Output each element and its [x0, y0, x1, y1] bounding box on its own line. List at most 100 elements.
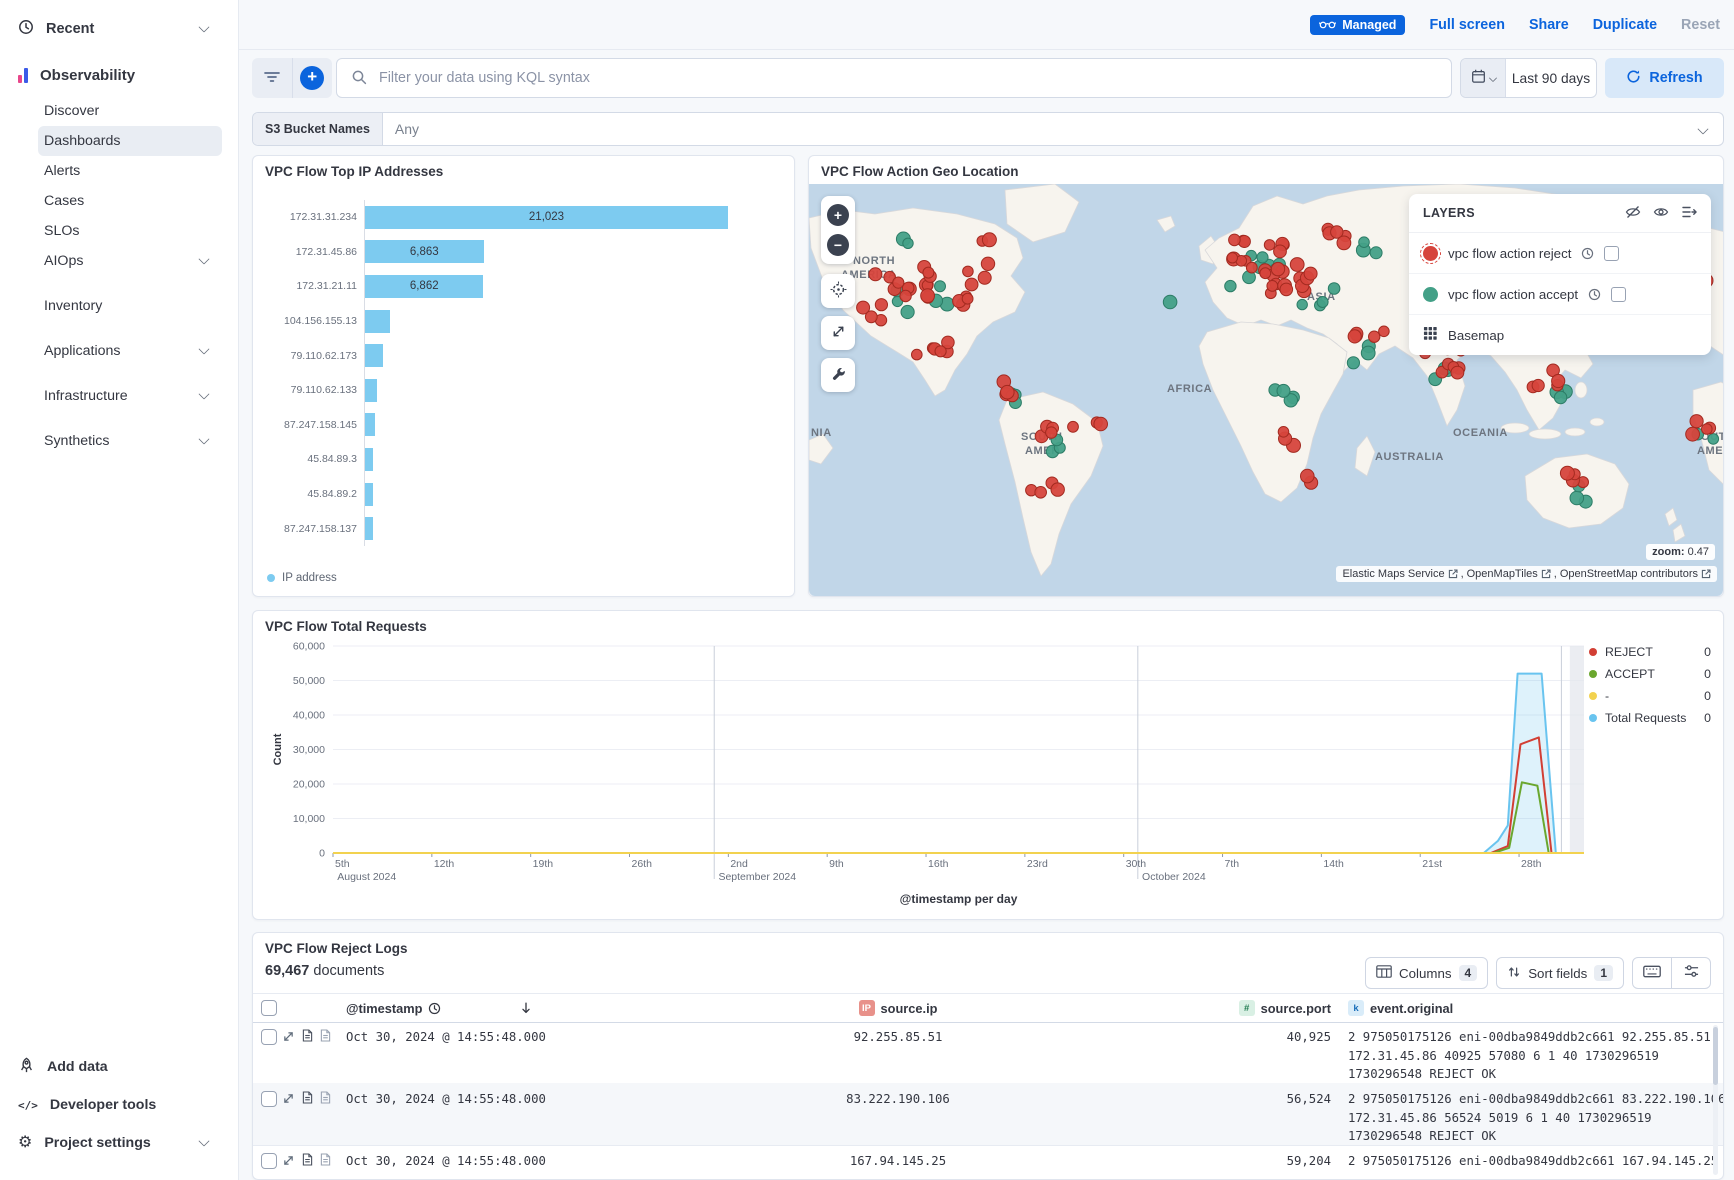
sidebar-item-developer-tools[interactable]: </> Developer tools	[0, 1086, 238, 1124]
grid-scrollbar[interactable]	[1713, 1025, 1718, 1175]
expand-row-icon[interactable]	[282, 1030, 295, 1046]
display-settings-button[interactable]	[1672, 958, 1710, 988]
bar[interactable]	[365, 309, 391, 333]
column-header-source-port[interactable]: # source.port	[1203, 994, 1331, 1022]
bar-row[interactable]: 172.31.31.234 21,023	[265, 200, 782, 235]
sidebar-solution-observability[interactable]: Observability	[0, 58, 238, 92]
layer-row-vpc-flow-action-reject[interactable]: vpc flow action reject	[1409, 233, 1711, 274]
bar-chart-legend[interactable]: IP address	[267, 572, 337, 584]
bar-row[interactable]: 45.84.89.3	[265, 442, 782, 477]
bar[interactable]	[365, 447, 374, 471]
timeseries-chart[interactable]: 0 10,000 20,000 30,000 40,000 50,000 60,000 5th…	[261, 635, 1591, 913]
bar[interactable]	[365, 378, 377, 402]
column-header-source-ip[interactable]: IP source.ip	[798, 994, 998, 1022]
sidebar-item-recent[interactable]: Recent	[0, 14, 238, 44]
layer-checkbox[interactable]	[1611, 286, 1627, 302]
sidebar-item-slos[interactable]: SLOs	[0, 216, 238, 246]
set-view-button[interactable]	[821, 274, 855, 308]
add-filter-button[interactable]: +	[293, 58, 333, 98]
hide-all-layers-icon[interactable]	[1625, 204, 1641, 223]
bar-row[interactable]: 45.84.89.2	[265, 477, 782, 512]
bar-row[interactable]: 79.110.62.133	[265, 373, 782, 408]
reset-button[interactable]: Reset	[1681, 16, 1720, 33]
layer-row-basemap[interactable]: Basemap	[1409, 315, 1711, 355]
layer-checkbox[interactable]	[1604, 245, 1620, 261]
managed-badge[interactable]: Managed	[1310, 14, 1406, 35]
bar[interactable]	[365, 344, 384, 368]
doc-icon[interactable]	[302, 1091, 313, 1107]
fit-to-data-button[interactable]	[821, 316, 855, 350]
doc-icon[interactable]	[302, 1153, 313, 1169]
column-header-event-original[interactable]: k event.original	[1348, 994, 1720, 1022]
legend-item-accept[interactable]: ACCEPT 0	[1589, 667, 1711, 681]
bar-row[interactable]: 172.31.21.11 6,862	[265, 269, 782, 304]
bar-row[interactable]: 172.31.45.86 6,863	[265, 235, 782, 270]
sidebar-item-dashboards[interactable]: Dashboards	[38, 126, 222, 156]
sort-fields-button[interactable]: Sort fields 1	[1496, 957, 1624, 989]
bar[interactable]	[365, 482, 373, 506]
bar-row[interactable]: 87.247.158.145	[265, 408, 782, 443]
share-button[interactable]: Share	[1528, 16, 1569, 33]
sidebar-item-project-settings[interactable]: ⚙ Project settings	[0, 1124, 238, 1162]
svg-text:60,000: 60,000	[293, 641, 325, 653]
log-row[interactable]: Oct 30, 2024 @ 14:55:48.000 167.94.145.25…	[253, 1145, 1723, 1179]
duplicate-button[interactable]: Duplicate	[1592, 16, 1658, 33]
attribution-link[interactable]: OpenStreetMap contributors	[1559, 568, 1698, 580]
kql-search-input[interactable]	[377, 69, 1437, 87]
row-checkbox[interactable]	[261, 1091, 277, 1107]
chevron-down-icon[interactable]	[1697, 123, 1709, 135]
s3-bucket-control[interactable]: S3 Bucket Names Any	[252, 112, 1724, 146]
calendar-menu-button[interactable]	[1461, 59, 1506, 97]
time-range-value[interactable]: Last 90 days	[1511, 70, 1591, 86]
bar-row[interactable]: 79.110.62.173	[265, 338, 782, 373]
sidebar-item-synthetics[interactable]: Synthetics	[0, 426, 238, 456]
bar[interactable]	[365, 205, 728, 229]
doc-icon[interactable]	[302, 1029, 313, 1045]
layer-row-vpc-flow-action-accept[interactable]: vpc flow action accept	[1409, 274, 1711, 315]
keyboard-shortcuts-button[interactable]	[1633, 958, 1672, 988]
bar-row[interactable]: 104.156.155.13	[265, 304, 782, 339]
refresh-button[interactable]: Refresh	[1605, 58, 1724, 98]
bar[interactable]	[365, 240, 484, 264]
sidebar-item-discover[interactable]: Discover	[0, 96, 238, 126]
full-screen-button[interactable]: Full screen	[1429, 16, 1505, 33]
sidebar-item-alerts[interactable]: Alerts	[0, 156, 238, 186]
zoom-in-button[interactable]: +	[827, 204, 849, 226]
doc-outline-icon[interactable]	[320, 1091, 331, 1107]
row-checkbox[interactable]	[261, 1029, 277, 1045]
sort-direction-icon[interactable]	[519, 994, 533, 1022]
doc-outline-icon[interactable]	[320, 1029, 331, 1045]
sidebar-item-infrastructure[interactable]: Infrastructure	[0, 381, 238, 411]
reorder-layers-icon[interactable]	[1681, 204, 1697, 223]
sidebar-item-inventory[interactable]: Inventory	[0, 291, 238, 321]
log-row[interactable]: Oct 30, 2024 @ 14:55:48.000 83.222.190.10…	[253, 1083, 1723, 1146]
sidebar-item-cases[interactable]: Cases	[0, 186, 238, 216]
attribution-link[interactable]: OpenMapTiles	[1466, 568, 1538, 580]
show-all-layers-icon[interactable]	[1653, 204, 1669, 223]
expand-row-icon[interactable]	[282, 1092, 295, 1108]
map-tools-button[interactable]	[821, 358, 855, 392]
bar[interactable]	[365, 274, 484, 298]
bar[interactable]	[365, 517, 373, 541]
columns-button[interactable]: Columns 4	[1365, 957, 1489, 989]
date-picker[interactable]: Last 90 days	[1460, 58, 1597, 98]
sidebar-item-add-data[interactable]: Add data	[0, 1048, 238, 1086]
expand-row-icon[interactable]	[282, 1154, 295, 1170]
doc-outline-icon[interactable]	[320, 1153, 331, 1169]
log-row[interactable]: Oct 30, 2024 @ 14:55:48.000 92.255.85.51 4…	[253, 1021, 1723, 1084]
zoom-out-button[interactable]: −	[827, 234, 849, 256]
attribution-link[interactable]: Elastic Maps Service	[1342, 568, 1445, 580]
select-all-checkbox[interactable]	[261, 1000, 277, 1016]
column-header-timestamp[interactable]: @timestamp	[346, 994, 441, 1022]
legend-item--[interactable]: -0	[1589, 689, 1711, 703]
sidebar-item-applications[interactable]: Applications	[0, 336, 238, 366]
control-value[interactable]: Any	[394, 121, 420, 137]
row-checkbox[interactable]	[261, 1153, 277, 1169]
bar-row[interactable]: 87.247.158.137	[265, 511, 782, 546]
world-map[interactable]: NORTHAMERICASOUTHAMERAFRICAASIAOCEANIAAU…	[809, 184, 1723, 596]
filter-menu-button[interactable]	[252, 58, 293, 98]
sidebar-item-aiops[interactable]: AIOps	[0, 246, 238, 276]
legend-item-reject[interactable]: REJECT 0	[1589, 645, 1711, 659]
legend-item-total-requests[interactable]: Total Requests 0	[1589, 711, 1711, 725]
bar[interactable]	[365, 413, 375, 437]
